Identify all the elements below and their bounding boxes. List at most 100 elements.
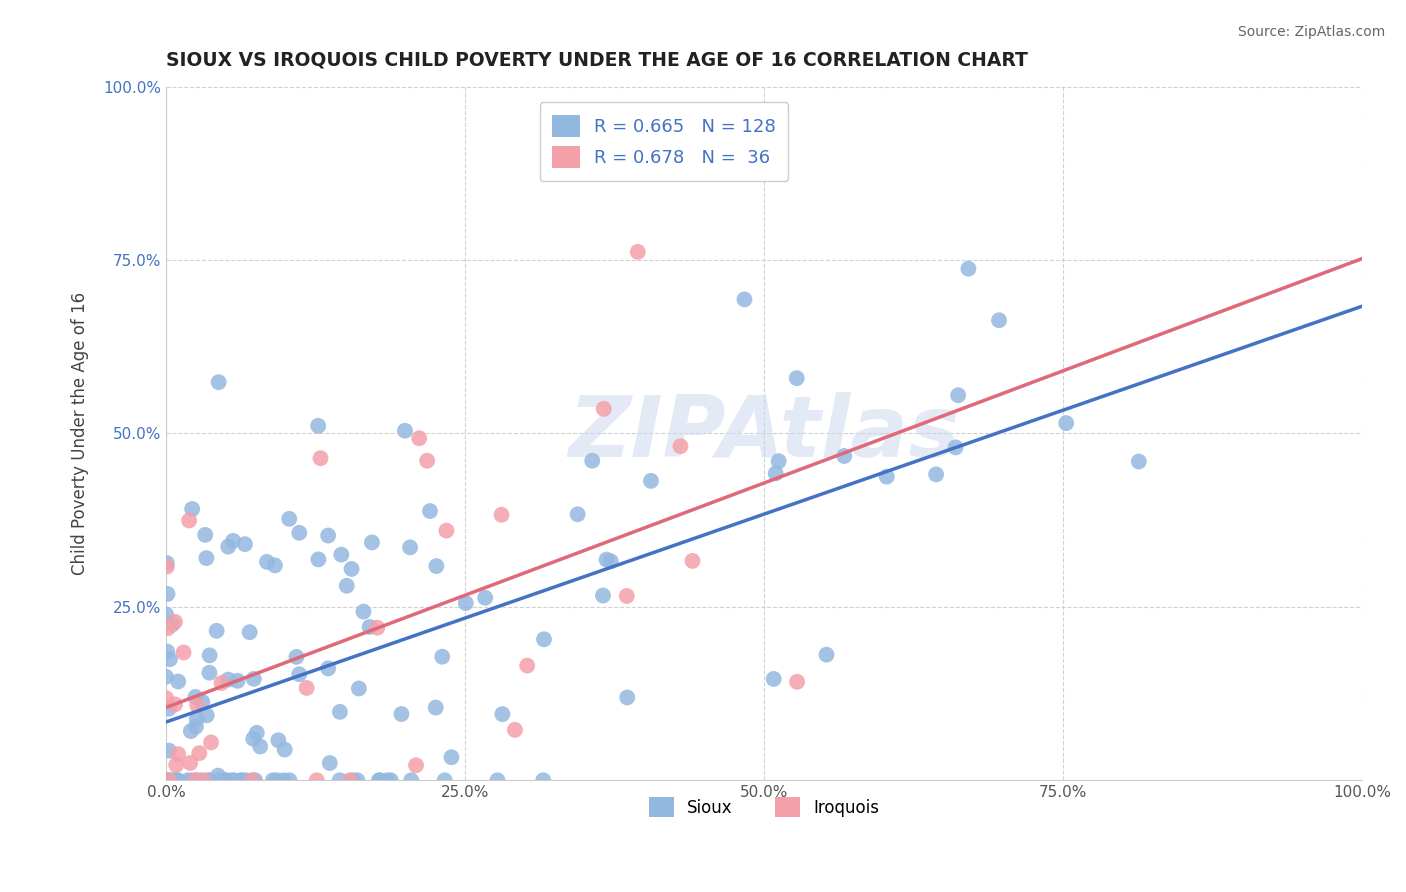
Point bbox=[316, 661, 339, 675]
Point bbox=[173, 645, 195, 659]
Y-axis label: Child Poverty Under the Age of 16: Child Poverty Under the Age of 16 bbox=[72, 292, 89, 575]
Point bbox=[531, 773, 554, 788]
Point bbox=[627, 244, 650, 259]
Point bbox=[945, 441, 967, 455]
Point bbox=[184, 720, 207, 734]
Point bbox=[262, 773, 284, 788]
Point bbox=[177, 773, 200, 788]
Point bbox=[454, 596, 477, 610]
Point bbox=[214, 773, 236, 788]
Point bbox=[682, 554, 704, 568]
Point bbox=[211, 676, 233, 690]
Point bbox=[503, 723, 526, 737]
Point bbox=[433, 773, 456, 788]
Point bbox=[786, 674, 808, 689]
Point bbox=[285, 649, 308, 664]
Text: SIOUX VS IROQUOIS CHILD POVERTY UNDER THE AGE OF 16 CORRELATION CHART: SIOUX VS IROQUOIS CHILD POVERTY UNDER TH… bbox=[166, 51, 1028, 70]
Point bbox=[156, 559, 179, 574]
Point bbox=[491, 707, 513, 722]
Point bbox=[1128, 454, 1150, 468]
Point bbox=[165, 758, 187, 772]
Point bbox=[273, 742, 295, 756]
Legend: Sioux, Iroquois: Sioux, Iroquois bbox=[643, 790, 886, 824]
Point bbox=[188, 746, 211, 760]
Point bbox=[436, 524, 458, 538]
Point bbox=[186, 712, 208, 726]
Point bbox=[243, 773, 266, 788]
Point bbox=[167, 747, 190, 761]
Point bbox=[347, 681, 370, 696]
Point bbox=[957, 261, 980, 276]
Point bbox=[240, 773, 263, 788]
Point bbox=[157, 773, 180, 788]
Point bbox=[184, 773, 207, 788]
Point bbox=[440, 750, 463, 764]
Point bbox=[925, 467, 948, 482]
Point bbox=[165, 698, 187, 712]
Point bbox=[988, 313, 1011, 327]
Point bbox=[208, 773, 231, 788]
Point bbox=[256, 555, 278, 569]
Point bbox=[353, 605, 375, 619]
Point bbox=[599, 554, 621, 568]
Point bbox=[1054, 416, 1077, 430]
Point bbox=[762, 672, 785, 686]
Point bbox=[186, 698, 208, 713]
Point bbox=[231, 773, 253, 788]
Point bbox=[425, 700, 447, 714]
Point bbox=[179, 756, 201, 770]
Point bbox=[516, 658, 538, 673]
Point bbox=[160, 617, 183, 632]
Point bbox=[640, 474, 662, 488]
Point bbox=[167, 674, 190, 689]
Point bbox=[243, 672, 266, 686]
Point bbox=[329, 773, 352, 788]
Point bbox=[239, 625, 262, 640]
Point bbox=[207, 769, 229, 783]
Point bbox=[155, 691, 177, 706]
Point bbox=[157, 773, 180, 788]
Point bbox=[235, 773, 257, 788]
Point bbox=[309, 451, 332, 466]
Point bbox=[307, 418, 329, 433]
Point bbox=[156, 621, 179, 635]
Point bbox=[205, 624, 228, 638]
Point bbox=[215, 773, 238, 788]
Point bbox=[155, 670, 177, 684]
Point bbox=[768, 454, 790, 468]
Point bbox=[330, 548, 353, 562]
Text: Source: ZipAtlas.com: Source: ZipAtlas.com bbox=[1237, 25, 1385, 39]
Point bbox=[278, 512, 301, 526]
Point bbox=[278, 773, 301, 788]
Point bbox=[233, 537, 256, 551]
Point bbox=[180, 724, 202, 739]
Point bbox=[190, 773, 212, 788]
Point bbox=[416, 454, 439, 468]
Point bbox=[162, 773, 184, 788]
Point bbox=[195, 708, 218, 723]
Point bbox=[491, 508, 513, 522]
Point bbox=[336, 579, 359, 593]
Point bbox=[246, 726, 269, 740]
Point bbox=[184, 690, 207, 704]
Point bbox=[307, 552, 329, 566]
Point bbox=[226, 673, 249, 688]
Point bbox=[592, 589, 614, 603]
Point bbox=[166, 773, 188, 788]
Point bbox=[157, 701, 180, 715]
Point bbox=[786, 371, 808, 385]
Point bbox=[346, 773, 368, 788]
Point bbox=[533, 632, 555, 647]
Point bbox=[181, 502, 204, 516]
Point bbox=[222, 773, 245, 788]
Point bbox=[217, 673, 239, 687]
Point bbox=[198, 773, 221, 788]
Point bbox=[163, 773, 186, 788]
Point bbox=[486, 773, 509, 788]
Point bbox=[616, 690, 638, 705]
Point bbox=[342, 773, 364, 788]
Point bbox=[368, 773, 391, 788]
Point bbox=[815, 648, 838, 662]
Point bbox=[157, 744, 180, 758]
Point bbox=[179, 514, 201, 528]
